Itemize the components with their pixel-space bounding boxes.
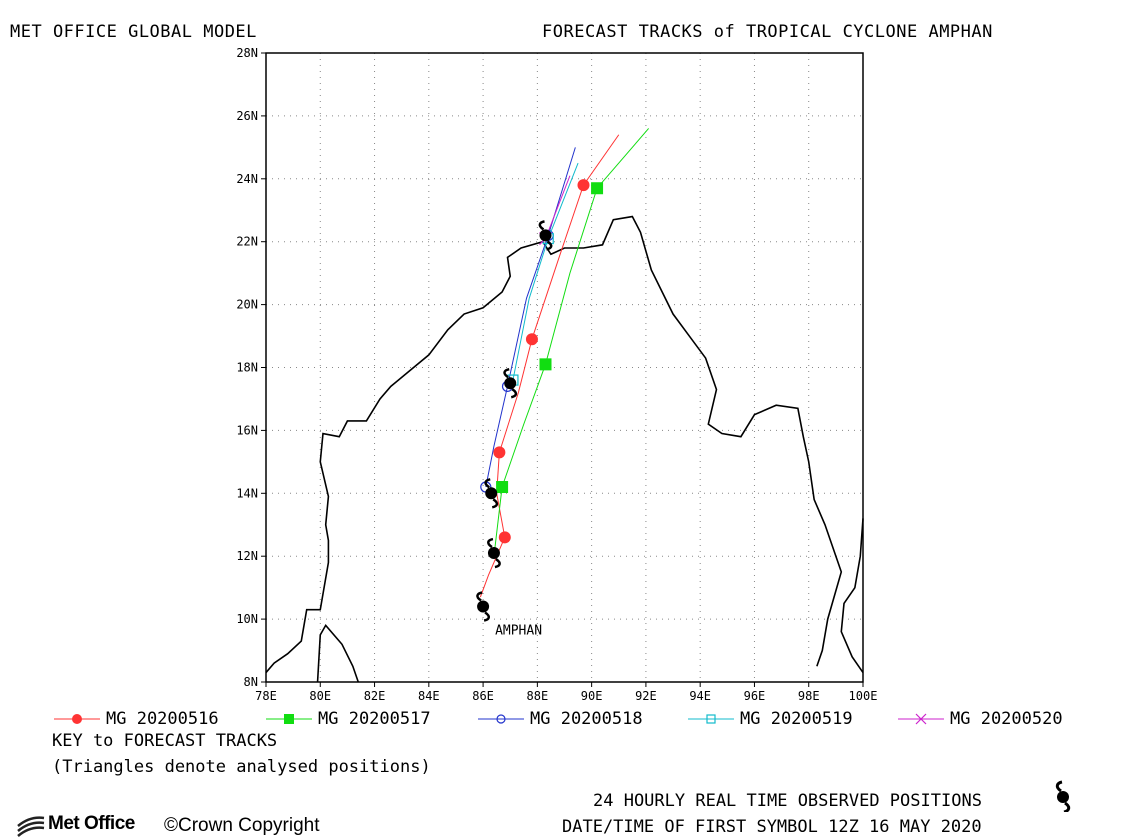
coastline xyxy=(265,215,864,683)
map-frame xyxy=(265,52,864,683)
legend-swatch-cyan-open-square xyxy=(688,714,734,724)
x-tick-label: 78E xyxy=(255,689,277,700)
chart-title: FORECAST TRACKS of TROPICAL CYCLONE AMPH… xyxy=(542,22,993,42)
track-marker xyxy=(915,713,927,725)
met-office-logo-icon xyxy=(17,816,45,837)
cyclone-icon xyxy=(484,478,499,509)
marker-stroke xyxy=(915,713,927,725)
y-tick-label: 20N xyxy=(236,298,258,312)
cyclone-icon-arm xyxy=(491,498,499,509)
cyclone-icon-arm xyxy=(538,220,545,231)
cyclone-icon xyxy=(487,537,501,569)
cyclone-icon-core xyxy=(487,547,500,560)
track-line xyxy=(545,175,571,239)
track-marker xyxy=(706,714,716,724)
cyclone-icon-arm xyxy=(484,478,491,489)
track-mg-20200517 xyxy=(493,128,650,557)
track-marker xyxy=(498,531,511,544)
cyclone-icon xyxy=(476,591,490,622)
coastline-segment xyxy=(840,518,864,674)
track-marker xyxy=(591,182,604,195)
observed-positions-label: 24 HOURLY REAL TIME OBSERVED POSITIONS xyxy=(593,791,982,811)
track-marker xyxy=(525,333,538,346)
x-tick-label: 94E xyxy=(689,689,711,700)
model-title: MET OFFICE GLOBAL MODEL xyxy=(10,22,257,42)
track-marker xyxy=(496,481,509,494)
forecast-track-map: 78E 80E 82E 84E 86E 88E 90E 92E 94E 96E 98E 100E 8N 1… xyxy=(236,46,877,700)
legend-label: MG 20200516 xyxy=(106,709,219,729)
y-tick-label: 22N xyxy=(236,235,258,249)
legend: MG 20200516 MG 20200517 MG 20200518 MG 2… xyxy=(52,708,1112,730)
map-axes: 78E 80E 82E 84E 86E 88E 90E 92E 94E 96E 98E 100E 8N 1… xyxy=(236,46,877,700)
legend-swatch-green-square xyxy=(266,714,312,724)
observed-positions xyxy=(476,220,553,622)
track-line xyxy=(512,162,579,381)
x-tick-label: 82E xyxy=(364,689,386,700)
y-tick-label: 8N xyxy=(244,675,258,689)
x-tick-label: 90E xyxy=(581,689,603,700)
x-tick-label: 84E xyxy=(418,689,440,700)
track-marker xyxy=(577,179,590,192)
cyclone-icon-arm xyxy=(546,240,553,251)
met-office-logo-text: Met Office xyxy=(48,813,135,834)
cyclone-icon-core xyxy=(539,229,552,242)
y-tick-label: 26N xyxy=(236,109,258,123)
coastline-segment xyxy=(265,215,843,674)
map-grid xyxy=(266,53,863,682)
cyclone-icon-core xyxy=(477,600,490,613)
cyclone-icon-arm xyxy=(494,558,501,569)
cyclone-icon-arm xyxy=(487,537,494,549)
track-marker xyxy=(284,714,294,724)
cyclone-icon xyxy=(1055,780,1071,812)
storm-name-label: AMPHAN xyxy=(495,624,542,639)
cyclone-icon xyxy=(538,220,553,251)
first-symbol-datetime: DATE/TIME OF FIRST SYMBOL 12Z 16 MAY 202… xyxy=(562,817,982,837)
track-line xyxy=(485,147,576,488)
cyclone-icon-arm xyxy=(510,388,518,399)
cyclone-icon-arm xyxy=(476,591,483,602)
cyclone-icon-arm xyxy=(503,367,510,379)
y-tick-label: 12N xyxy=(236,549,258,563)
legend-key-note: (Triangles denote analysed positions) xyxy=(52,757,431,777)
copyright-notice: ©Crown Copyright xyxy=(164,815,320,836)
track-mg-20200519 xyxy=(507,162,579,386)
legend-label: MG 20200520 xyxy=(950,709,1063,729)
legend-label: MG 20200518 xyxy=(530,709,643,729)
legend-label: MG 20200519 xyxy=(740,709,853,729)
cyclone-icon-core xyxy=(504,377,517,390)
track-marker xyxy=(539,358,552,371)
x-tick-label: 96E xyxy=(744,689,766,700)
legend-swatch-magenta-x xyxy=(898,713,944,725)
cyclone-icon-arm xyxy=(483,611,490,622)
track-marker xyxy=(496,714,506,724)
legend-key-title: KEY to FORECAST TRACKS xyxy=(52,731,278,751)
forecast-tracks xyxy=(479,128,650,598)
cyclone-icon-core xyxy=(485,487,498,500)
cyclone-icon xyxy=(503,367,518,399)
legend-swatch-blue-open-circle xyxy=(478,714,524,724)
x-tick-label: 86E xyxy=(472,689,494,700)
legend-swatch-red-circle xyxy=(54,714,100,724)
y-tick-label: 24N xyxy=(236,172,258,186)
y-tick-label: 10N xyxy=(236,612,258,626)
y-tick-label: 28N xyxy=(236,46,258,60)
y-tick-label: 16N xyxy=(236,423,258,437)
coastline-segment xyxy=(316,624,360,683)
x-tick-label: 98E xyxy=(798,689,820,700)
x-tick-label: 92E xyxy=(635,689,657,700)
x-tick-label: 100E xyxy=(849,689,878,700)
x-tick-label: 88E xyxy=(527,689,549,700)
y-tick-label: 14N xyxy=(236,486,258,500)
track-marker xyxy=(493,446,506,459)
x-tick-label: 80E xyxy=(309,689,331,700)
y-tick-label: 18N xyxy=(236,361,258,375)
legend-label: MG 20200517 xyxy=(318,709,431,729)
track-marker xyxy=(72,714,82,724)
